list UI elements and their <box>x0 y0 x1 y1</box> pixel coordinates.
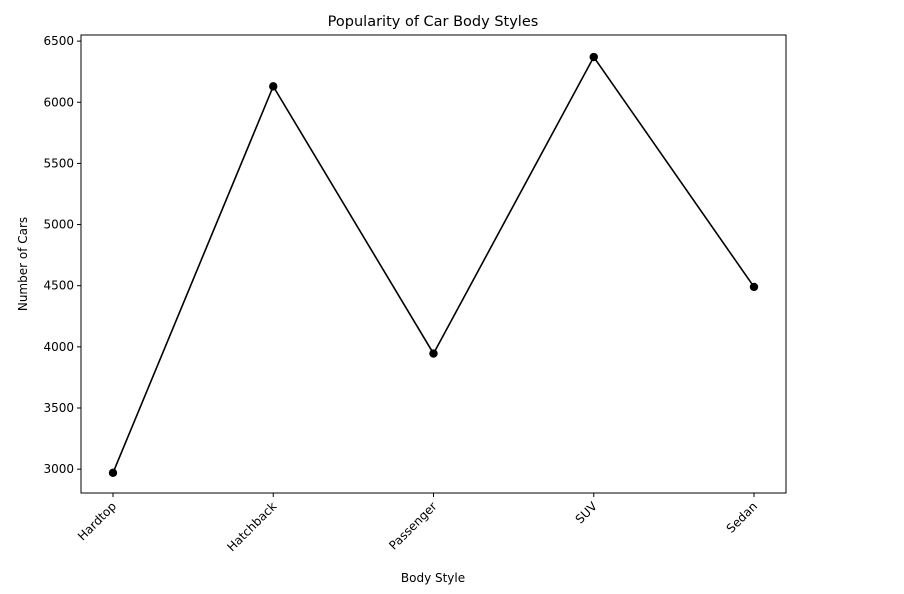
x-tick-label: Hardtop <box>75 499 119 543</box>
x-tick-label: Passenger <box>386 499 439 552</box>
y-tick-label: 5000 <box>43 218 74 232</box>
plot-area: 3000 3500 4000 4500 5000 5500 6000 6500 Hardtop H… <box>43 34 787 554</box>
series-line <box>112 55 755 474</box>
y-tick-label: 6500 <box>43 34 74 48</box>
data-point <box>429 349 438 358</box>
x-tick-label: Sedan <box>724 499 760 535</box>
y-tick-label: 6000 <box>43 95 74 109</box>
y-tick-label: 4500 <box>43 279 74 293</box>
y-tick-label: 3000 <box>43 462 74 476</box>
data-point <box>108 468 118 478</box>
y-axis-label: Number of Cars <box>16 217 30 311</box>
y-tick-label: 4000 <box>43 340 74 354</box>
plot-frame <box>80 34 787 494</box>
data-point <box>589 52 598 62</box>
chart-title: Popularity of Car Body Styles <box>328 14 539 30</box>
x-axis-label: Body Style <box>401 571 465 585</box>
data-point <box>269 82 278 91</box>
y-tick-label: 5500 <box>43 156 74 170</box>
y-tick-label: 3500 <box>43 401 74 415</box>
data-point <box>749 282 759 292</box>
x-tick-label: SUV <box>573 499 601 527</box>
x-tick-label: Hatchback <box>224 499 279 554</box>
